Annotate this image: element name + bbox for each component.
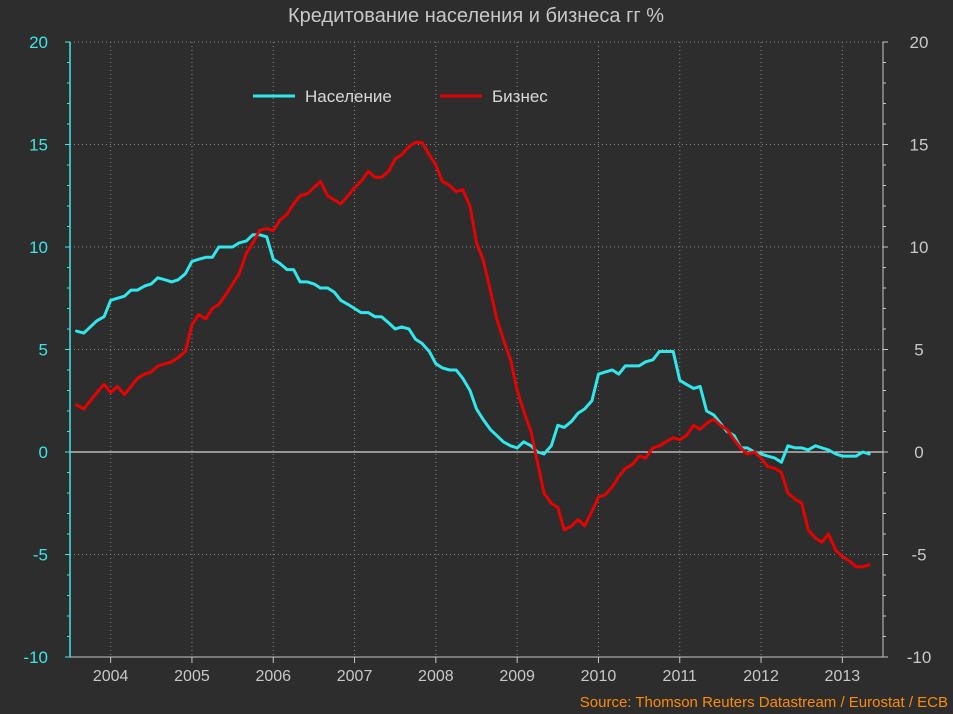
y-tick-label-right: 20 (910, 33, 929, 52)
y-tick-label-right: -5 (911, 546, 926, 565)
y-tick-label-left: 20 (29, 33, 48, 52)
y-tick-label-left: -10 (23, 648, 48, 667)
y-tick-label-left: 10 (29, 238, 48, 257)
chart-title: Кредитование населения и бизнеса гг % (288, 5, 664, 27)
y-tick-label-right: 15 (910, 136, 929, 155)
series-line-business (75, 141, 871, 569)
x-tick-label: 2013 (825, 668, 861, 685)
x-tick-label: 2005 (174, 668, 210, 685)
y-tick-label-right: 5 (914, 341, 923, 360)
x-tick-label: 2012 (743, 668, 779, 685)
source-note: Source: Thomson Reuters Datastream / Eur… (580, 694, 948, 711)
legend-label: Бизнес (492, 87, 548, 106)
series-line-population (75, 233, 871, 464)
y-tick-label-left: 0 (39, 443, 48, 462)
grid (70, 41, 883, 658)
x-tick-label: 2004 (93, 668, 129, 685)
y-tick-label-left: -5 (33, 546, 48, 565)
y-tick-label-right: 0 (914, 443, 923, 462)
x-tick-label: 2008 (418, 668, 454, 685)
x-tick-label: 2009 (499, 668, 535, 685)
legend-label: Население (305, 87, 392, 106)
y-tick-label-right: -10 (907, 648, 932, 667)
axes: 20 20 15 15 10 10 5 5 0 0 -5 -5 -10 -10 2004 2005 2006 20… (23, 33, 931, 685)
y-tick-label-left: 5 (39, 341, 48, 360)
x-tick-label: 2010 (581, 668, 617, 685)
x-tick-label: 2006 (255, 668, 291, 685)
x-tick-label: 2011 (663, 668, 698, 685)
x-tick-label: 2007 (337, 668, 373, 685)
series-lines (75, 141, 871, 569)
y-tick-label-left: 15 (29, 136, 48, 155)
y-tick-label-right: 10 (910, 238, 929, 257)
legend: Население Бизнес (253, 87, 548, 106)
